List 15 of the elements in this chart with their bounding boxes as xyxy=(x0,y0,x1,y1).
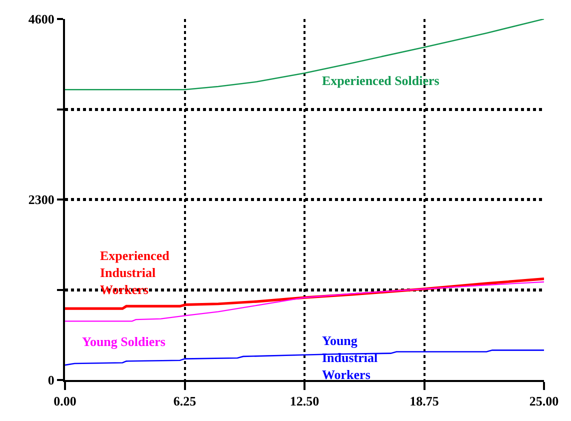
x-tick-label: 25.00 xyxy=(529,394,559,409)
y-tick-label: 2300 xyxy=(28,192,54,208)
x-tick-label: 18.75 xyxy=(410,394,440,409)
series-label: Experienced Soldiers xyxy=(322,73,440,88)
x-tick-label: 0.00 xyxy=(54,394,76,409)
y-tick-label: 4600 xyxy=(28,12,54,27)
x-tick-label: 12.50 xyxy=(290,394,320,409)
series-label: Young Industrial Workers xyxy=(322,333,378,382)
x-tick-label: 6.25 xyxy=(173,394,197,409)
series-label: Experienced Industrial Workers xyxy=(100,248,170,297)
series-label: Young Soldiers xyxy=(82,334,166,349)
y-tick-label: 0 xyxy=(48,372,54,388)
line-series xyxy=(65,19,544,90)
line-series xyxy=(65,281,544,322)
line-series xyxy=(65,350,544,366)
